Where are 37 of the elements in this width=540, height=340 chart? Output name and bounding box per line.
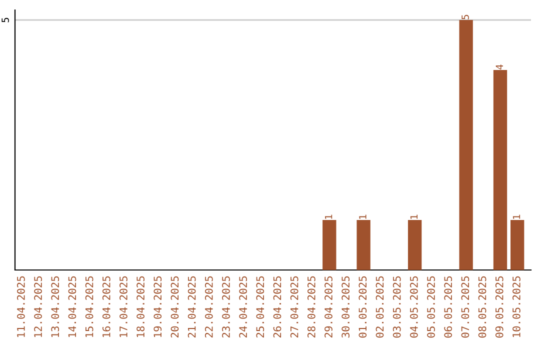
x-tick-label: 10.05.2025 (512, 276, 520, 338)
x-tick-label: 19.04.2025 (154, 276, 162, 338)
data-label: 5 (462, 14, 469, 20)
data-label: 1 (512, 214, 520, 219)
x-tick-label: 12.04.2025 (34, 276, 42, 338)
x-tick-label: 02.05.2025 (376, 276, 384, 338)
x-tick-label: 27.04.2025 (290, 276, 298, 338)
data-label: 1 (410, 214, 418, 219)
x-tick-label: 28.04.2025 (307, 276, 316, 338)
x-tick-label: 11.04.2025 (17, 276, 25, 338)
x-tick-label: 06.05.2025 (444, 276, 452, 338)
data-label: 1 (359, 214, 366, 219)
x-tick-label: 20.04.2025 (170, 276, 179, 338)
x-tick-label: 14.04.2025 (68, 276, 76, 338)
ref-line-label: 5 (2, 18, 9, 22)
x-tick-label: 21.04.2025 (188, 276, 196, 338)
x-tick-label: 15.04.2025 (85, 276, 94, 338)
x-tick-label: 01.05.2025 (358, 276, 367, 338)
x-tick-label: 17.04.2025 (120, 276, 128, 338)
x-tick-label: 09.05.2025 (495, 276, 504, 338)
x-tick-label: 08.05.2025 (478, 276, 486, 338)
x-tick-label: 04.05.2025 (410, 276, 418, 338)
x-tick-label: 26.04.2025 (273, 276, 282, 338)
x-tick-label: 25.04.2025 (256, 276, 264, 338)
x-tick-label: 07.05.2025 (461, 276, 470, 338)
x-tick-label: 16.04.2025 (102, 276, 110, 338)
x-tick-label: 13.04.2025 (51, 276, 60, 338)
x-tick-label: 29.04.2025 (324, 276, 332, 338)
x-tick-label: 18.04.2025 (136, 276, 144, 338)
data-label: 1 (325, 214, 332, 219)
x-tick-label: 22.04.2025 (204, 276, 213, 338)
x-tick-label: 24.04.2025 (239, 276, 248, 338)
x-tick-label: 03.05.2025 (392, 276, 401, 338)
data-label: 4 (496, 64, 503, 70)
x-tick-label: 23.04.2025 (222, 276, 230, 338)
x-tick-label: 30.04.2025 (342, 276, 350, 338)
x-tick-label: 05.05.2025 (427, 276, 435, 338)
